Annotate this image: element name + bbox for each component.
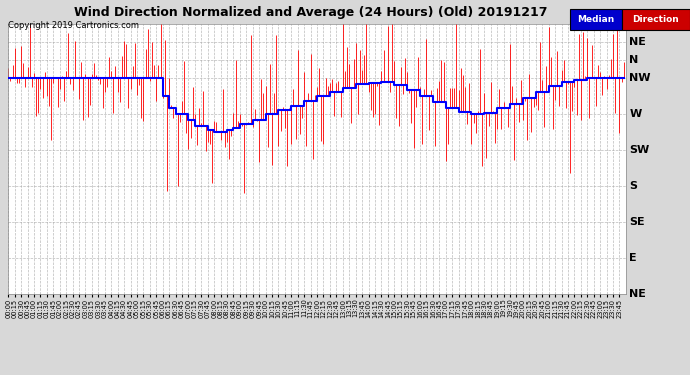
Text: SE: SE xyxy=(629,217,645,227)
Text: Wind Direction Normalized and Average (24 Hours) (Old) 20191217: Wind Direction Normalized and Average (2… xyxy=(74,6,547,19)
Text: N: N xyxy=(629,55,638,65)
Text: Copyright 2019 Cartronics.com: Copyright 2019 Cartronics.com xyxy=(8,21,139,30)
Text: SW: SW xyxy=(629,145,649,155)
Text: W: W xyxy=(629,109,642,119)
Text: S: S xyxy=(629,181,638,191)
Text: NE: NE xyxy=(629,290,646,299)
Text: NE: NE xyxy=(629,37,646,47)
Text: Direction: Direction xyxy=(633,15,679,24)
Text: E: E xyxy=(629,254,637,263)
Text: Median: Median xyxy=(578,15,614,24)
Text: NW: NW xyxy=(629,73,651,83)
